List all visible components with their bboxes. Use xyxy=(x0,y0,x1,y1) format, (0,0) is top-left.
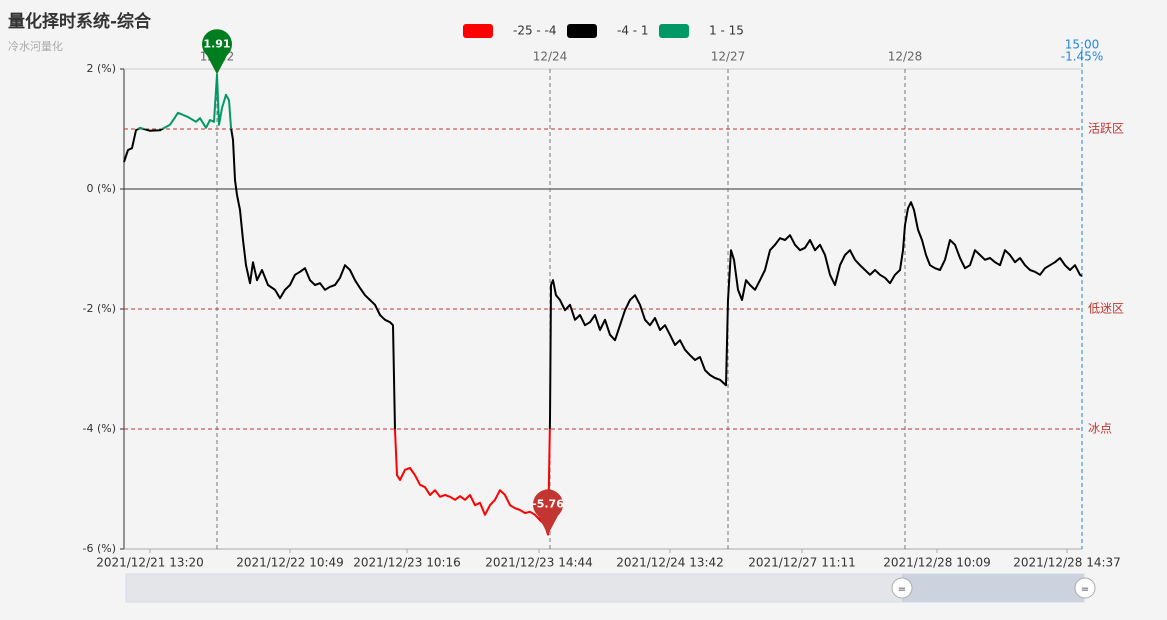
chart-title: 量化择时系统-综合 xyxy=(8,11,152,32)
series-line xyxy=(123,129,1083,429)
y-tick-label: -6 (%) xyxy=(83,542,117,555)
last-time: 15:00 xyxy=(1065,38,1100,52)
x-tick-label: 2021/12/24 13:42 xyxy=(616,556,724,570)
zoom-handle-icon: = xyxy=(1081,584,1089,595)
pin-label: 1.91 xyxy=(203,37,230,50)
mark-line-label: 活跃区 xyxy=(1088,122,1124,136)
legend-swatch xyxy=(463,24,493,38)
pin xyxy=(532,489,563,535)
x-tick-label: 2021/12/28 14:37 xyxy=(1013,556,1121,570)
x-tick-label: 2021/12/23 10:16 xyxy=(353,556,461,570)
series-line xyxy=(393,429,551,536)
x-tick-label: 2021/12/21 13:20 xyxy=(96,556,204,570)
x-tick-label: 2021/12/22 10:49 xyxy=(236,556,344,570)
x-tick-label: 2021/12/27 11:11 xyxy=(748,556,856,570)
last-value: -1.45% xyxy=(1061,50,1103,64)
y-tick-label: -2 (%) xyxy=(83,302,117,315)
y-tick-label: 0 (%) xyxy=(86,182,116,195)
legend-label: 1 - 15 xyxy=(709,24,744,38)
pin xyxy=(201,29,232,75)
series-line xyxy=(136,73,233,129)
day-label: 12/27 xyxy=(711,50,746,64)
mark-line-label: 冰点 xyxy=(1088,422,1112,436)
day-label: 12/24 xyxy=(533,50,568,64)
zoom-handle-left[interactable] xyxy=(891,577,913,599)
legend-label: -4 - 1 xyxy=(617,24,649,38)
y-tick-label: -4 (%) xyxy=(83,422,117,435)
day-label: 12/28 xyxy=(888,50,923,64)
legend-swatch xyxy=(567,24,597,38)
y-tick-label: 2 (%) xyxy=(86,62,116,75)
pin-label: -5.76 xyxy=(532,498,564,511)
chart-subtitle: 冷水河量化 xyxy=(8,39,63,53)
legend-label: -25 - -4 xyxy=(513,24,557,38)
mark-line-label: 低迷区 xyxy=(1088,302,1124,316)
legend-swatch xyxy=(659,24,689,38)
zoom-handle-right[interactable] xyxy=(1074,577,1096,599)
zoom-window xyxy=(902,574,1084,602)
x-tick-label: 2021/12/28 10:09 xyxy=(883,556,991,570)
zoom-handle-icon: = xyxy=(898,584,906,595)
data-zoom: = = xyxy=(125,573,1096,603)
x-tick-label: 2021/12/23 14:44 xyxy=(485,556,593,570)
